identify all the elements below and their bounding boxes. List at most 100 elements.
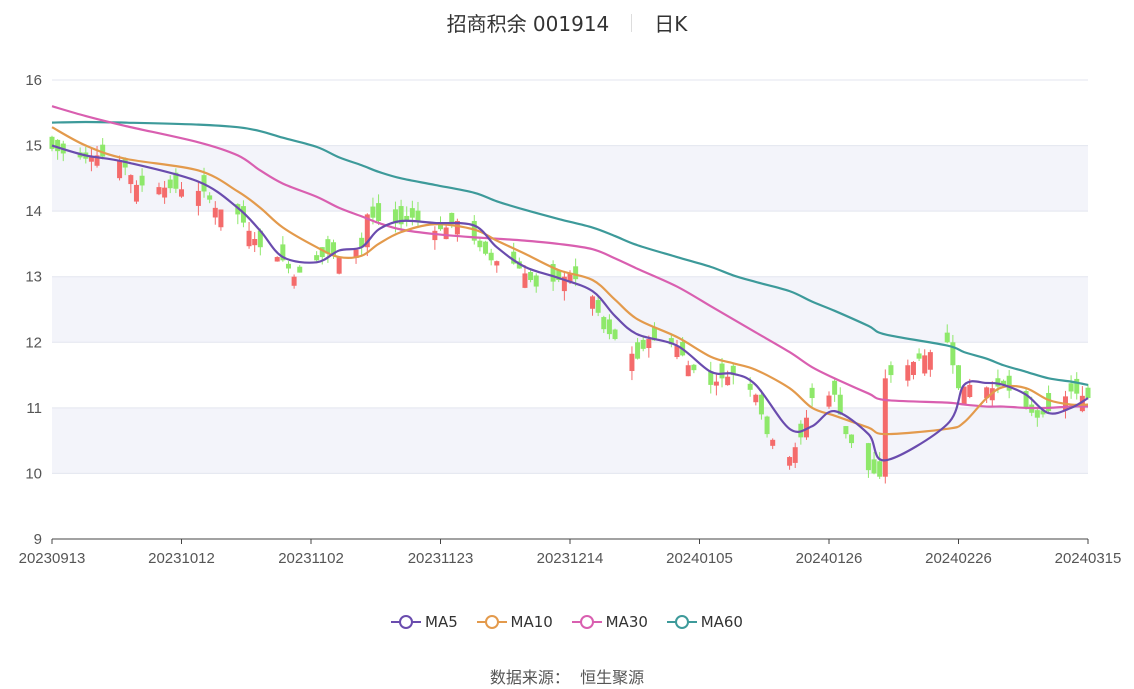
candle-body xyxy=(573,266,579,280)
legend-item-ma10[interactable]: MA10 xyxy=(476,613,553,631)
candle-body xyxy=(927,352,933,370)
candle-body xyxy=(1023,391,1029,408)
candle-body xyxy=(162,187,168,198)
x-tick-label: 20240226 xyxy=(925,550,992,567)
candle-body xyxy=(331,242,337,256)
candle-body xyxy=(792,447,798,463)
chart-title-text: 招商积余 001914 xyxy=(446,12,610,36)
ma30-line xyxy=(51,105,1089,410)
candle-body xyxy=(713,381,719,386)
candle-body xyxy=(122,158,128,168)
candle-body xyxy=(770,439,776,446)
legend-ma10-icon xyxy=(476,615,507,629)
x-tick-label: 20240315 xyxy=(1055,550,1122,567)
candle-body xyxy=(956,365,961,389)
candle-body xyxy=(849,434,855,444)
candle-body xyxy=(291,276,297,286)
candle-body xyxy=(1068,383,1074,392)
candle-body xyxy=(488,252,494,261)
candle-body xyxy=(747,383,753,390)
candle-body xyxy=(561,276,567,292)
candle-body xyxy=(809,387,815,399)
candle-body xyxy=(139,175,145,186)
legend-item-ma5[interactable]: MA5 xyxy=(391,613,458,631)
candle-body xyxy=(522,273,528,288)
candle-body xyxy=(359,237,365,248)
legend-label-ma30: MA30 xyxy=(605,613,648,631)
y-tick-label: 9 xyxy=(34,531,42,548)
candle-body xyxy=(195,190,201,206)
candle-body xyxy=(246,230,252,247)
candle-body xyxy=(280,244,286,261)
candle-body xyxy=(1074,378,1080,394)
y-tick-label: 16 xyxy=(25,72,42,89)
candle-body xyxy=(370,206,376,218)
legend-item-ma30[interactable]: MA30 xyxy=(571,613,648,631)
candle-body xyxy=(336,257,342,274)
candle-body xyxy=(882,378,888,477)
title-divider xyxy=(631,13,633,32)
candle-body xyxy=(483,241,489,254)
candle-body xyxy=(826,395,832,407)
chart-legend: MA5 MA10 MA30 MA60 xyxy=(0,613,1134,634)
ma10-line xyxy=(51,126,1089,436)
candle-body xyxy=(590,296,596,309)
candle-body xyxy=(94,155,100,166)
candle-body xyxy=(803,417,809,438)
grid-band xyxy=(52,407,1088,474)
data-source: 数据来源： 恒生聚源 xyxy=(0,664,1134,688)
candle-body xyxy=(443,227,449,240)
candle-body xyxy=(612,329,618,340)
candle-body xyxy=(832,380,838,395)
candle-body xyxy=(167,179,173,189)
legend-item-ma60[interactable]: MA60 xyxy=(666,613,743,631)
candle-body xyxy=(438,223,443,230)
candle-body xyxy=(471,220,477,241)
data-source-label: 数据来源： xyxy=(489,668,570,687)
candle-body xyxy=(764,416,770,435)
candle-body xyxy=(533,275,539,287)
candle-body xyxy=(477,240,483,248)
candle-body xyxy=(1079,395,1085,412)
candle-body xyxy=(635,342,641,359)
y-tick-label: 14 xyxy=(25,203,42,220)
candle-body xyxy=(888,365,894,376)
candle-body xyxy=(511,251,517,264)
candle-body xyxy=(640,339,646,349)
legend-ma5-icon xyxy=(391,615,421,629)
candle-body xyxy=(117,159,123,179)
candle-body xyxy=(274,257,280,262)
grid-band xyxy=(52,276,1088,343)
candle-body xyxy=(668,338,674,345)
x-tick-label: 20240126 xyxy=(796,550,863,567)
candle-body xyxy=(1034,410,1040,418)
candle-body xyxy=(297,266,303,273)
candle-body xyxy=(758,394,764,415)
chart-period: 日K xyxy=(654,12,688,36)
candle-body xyxy=(674,345,680,358)
x-tick-label: 20230913 xyxy=(19,550,86,567)
candle-body xyxy=(409,208,415,218)
x-tick-label: 20240105 xyxy=(666,550,733,567)
candle-body xyxy=(708,371,714,385)
x-tick-label: 20231214 xyxy=(537,550,604,567)
candle-body xyxy=(691,364,697,371)
ma5-line xyxy=(51,144,1089,462)
candle-body xyxy=(449,212,455,225)
candle-body xyxy=(916,353,922,359)
candle-body xyxy=(376,203,382,221)
x-tick-label: 20231012 xyxy=(148,550,215,567)
candle-body xyxy=(398,206,404,225)
candle-body xyxy=(944,332,950,343)
legend-ma60-icon xyxy=(666,615,697,629)
y-tick-label: 11 xyxy=(26,400,42,417)
y-tick-label: 15 xyxy=(25,138,42,155)
candle-body xyxy=(88,157,94,162)
x-tick-label: 20231102 xyxy=(278,550,344,567)
candle-body xyxy=(100,144,106,157)
candle-body xyxy=(1001,380,1007,385)
candle-body xyxy=(995,378,1001,387)
candle-body xyxy=(629,353,635,372)
grid-band xyxy=(52,145,1088,212)
candle-body xyxy=(837,394,843,415)
